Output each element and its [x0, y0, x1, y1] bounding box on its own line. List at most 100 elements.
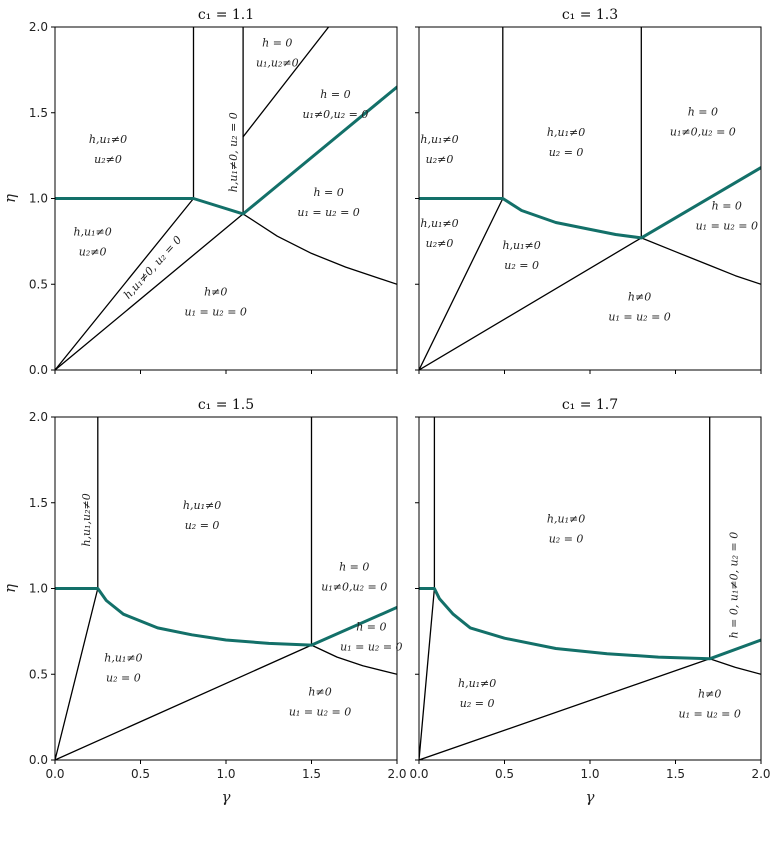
region-label-line: h = 0 — [262, 37, 292, 50]
panel-title: c₁ = 1.3 — [562, 7, 618, 23]
region-label: h = 0 u₁≠0,u₂ = 0 — [670, 105, 736, 138]
region-label: h,u₁≠0 u₂ = 0 — [104, 651, 142, 684]
region-label: h = 0 u₁≠0,u₂ = 0 — [321, 560, 387, 593]
region-label-line: h = 0, u₁≠0, u₂ = 0 — [728, 532, 741, 639]
x-tick-label: 0.5 — [495, 767, 514, 781]
panel-c1-1-1: 0.00.51.01.52.0c₁ = 1.1ηh,u₁≠0 u₂≠0h,u₁≠0… — [1, 7, 398, 377]
boundary-line-4 — [310, 644, 397, 675]
region-label: h,u₁≠0 u₂ = 0 — [547, 126, 585, 159]
region-label-line: h,u₁≠0, u₂ = 0 — [227, 112, 240, 192]
region-label-line: u₂ = 0 — [185, 519, 220, 532]
region-label: h,u₁≠0, u₂ = 0 — [121, 233, 184, 301]
region-label-line: h,u₁≠0 — [89, 133, 127, 146]
boundary-line-4 — [640, 237, 761, 285]
region-label-line: h,u₁≠0, u₂ = 0 — [121, 233, 184, 301]
region-label: h = 0 u₁ = u₂ = 0 — [297, 186, 359, 219]
region-label-line: u₁ = u₂ = 0 — [185, 305, 247, 318]
region-label-line: u₂ = 0 — [549, 532, 584, 545]
series-group — [55, 27, 397, 370]
boundary-line-2 — [419, 587, 436, 760]
region-label-line: h = 0 — [320, 88, 350, 101]
boundary-line-2 — [242, 27, 330, 138]
region-label-line: u₁ = u₂ = 0 — [297, 206, 359, 219]
y-tick-label: 1.0 — [29, 192, 48, 206]
y-tick-label: 0.0 — [29, 753, 48, 767]
x-tick-label: 0.5 — [131, 767, 150, 781]
highlight-curve-5 — [419, 587, 761, 661]
region-label-line: u₂≠0 — [426, 237, 454, 250]
region-label-line: u₁ = u₂ = 0 — [289, 706, 351, 719]
y-tick-label: 1.5 — [29, 106, 48, 120]
y-tick-label: 0.0 — [29, 363, 48, 377]
region-label: h,u₁,u₂≠0 — [80, 493, 93, 546]
region-label: h,u₁≠0 u₂ = 0 — [458, 677, 496, 710]
boundary-line-4 — [709, 658, 761, 675]
region-label-line: h,u₁≠0 — [502, 239, 540, 252]
region-label: h = 0, u₁≠0, u₂ = 0 — [728, 532, 741, 639]
x-tick-label: 2.0 — [387, 767, 406, 781]
region-label: h,u₁≠0 u₂ = 0 — [547, 512, 585, 545]
region-label-line: u₂≠0 — [94, 153, 122, 166]
region-label: h = 0 u₁ = u₂ = 0 — [696, 200, 758, 233]
region-label-line: h≠0 — [204, 285, 227, 298]
region-label-line: u₁ = u₂ = 0 — [678, 707, 740, 720]
region-label: h≠0 u₁ = u₂ = 0 — [608, 291, 670, 324]
region-label-line: u₂ = 0 — [504, 259, 539, 272]
region-label-line: h,u₁≠0 — [420, 217, 458, 230]
region-label: h,u₁≠0 u₂≠0 — [89, 133, 127, 166]
panel-c1-1-5: 0.0 0.5 1.0 1.5 2.0 0.0 0.5 1.0 1.5 2.0 c₁ = 1.5 γ η… — [1, 397, 407, 806]
region-label: h≠0 u₁ = u₂ = 0 — [678, 687, 740, 720]
region-label-line: u₂ = 0 — [460, 697, 495, 710]
region-label: h,u₁≠0 u₂ = 0 — [502, 239, 540, 272]
highlight-curve-5 — [55, 587, 397, 647]
x-axis-label: γ — [586, 788, 595, 806]
region-label-line: h,u₁≠0 — [420, 133, 458, 146]
series-group — [419, 27, 761, 370]
boundary-line-3 — [419, 658, 711, 760]
x-tick-label: 1.5 — [302, 767, 321, 781]
x-tick-label: 1.0 — [580, 767, 599, 781]
y-tick-label: 0.5 — [29, 667, 48, 681]
region-label: h≠0 u₁ = u₂ = 0 — [289, 686, 351, 719]
region-label-line: h = 0 — [356, 621, 386, 634]
region-label-line: h = 0 — [712, 200, 742, 213]
highlight-curve-5 — [419, 166, 761, 240]
region-label-line: h≠0 — [698, 687, 721, 700]
region-label: h,u₁≠0, u₂ = 0 — [227, 112, 240, 192]
region-label-line: u₁ = u₂ = 0 — [340, 641, 402, 654]
region-label: h = 0 u₁,u₂≠0 — [256, 37, 299, 70]
region-label: h,u₁≠0 u₂≠0 — [420, 133, 458, 166]
series-group — [419, 417, 761, 760]
region-label: h = 0 u₁ = u₂ = 0 — [340, 621, 402, 654]
region-label-line: u₁ = u₂ = 0 — [608, 311, 670, 324]
x-axis-label: γ — [222, 788, 231, 806]
boundary-line-3 — [55, 644, 313, 760]
x-tick-label: 0.0 — [409, 767, 428, 781]
region-label-line: u₂ = 0 — [549, 146, 584, 159]
region-label-line: h,u₁≠0 — [547, 512, 585, 525]
series-group — [55, 417, 397, 760]
region-label-line: h,u₁≠0 — [73, 225, 111, 238]
region-label-line: u₁≠0,u₂ = 0 — [321, 580, 387, 593]
region-label-line: u₁≠0,u₂ = 0 — [670, 125, 736, 138]
region-label-line: h = 0 — [313, 186, 343, 199]
boundary-line-3 — [419, 237, 642, 370]
x-tick-label: 1.5 — [666, 767, 685, 781]
region-label-line: h,u₁≠0 — [104, 651, 142, 664]
x-tick-label: 2.0 — [751, 767, 770, 781]
boundary-line-4 — [55, 213, 244, 370]
y-tick-label: 1.0 — [29, 582, 48, 596]
boundary-line-5 — [242, 213, 397, 285]
boundary-line-2 — [419, 197, 504, 370]
x-tick-label: 1.0 — [216, 767, 235, 781]
region-label: h,u₁≠0 u₂ = 0 — [183, 499, 221, 532]
y-tick-label: 2.0 — [29, 20, 48, 34]
region-label: h = 0 u₁≠0,u₂ = 0 — [302, 88, 368, 121]
region-label-line: h≠0 — [628, 291, 651, 304]
panel-title: c₁ = 1.7 — [562, 397, 618, 413]
region-label-line: h = 0 — [339, 560, 369, 573]
region-label-line: h,u₁≠0 — [458, 677, 496, 690]
y-axis-label: η — [1, 584, 19, 593]
region-label: h,u₁≠0 u₂≠0 — [420, 217, 458, 250]
